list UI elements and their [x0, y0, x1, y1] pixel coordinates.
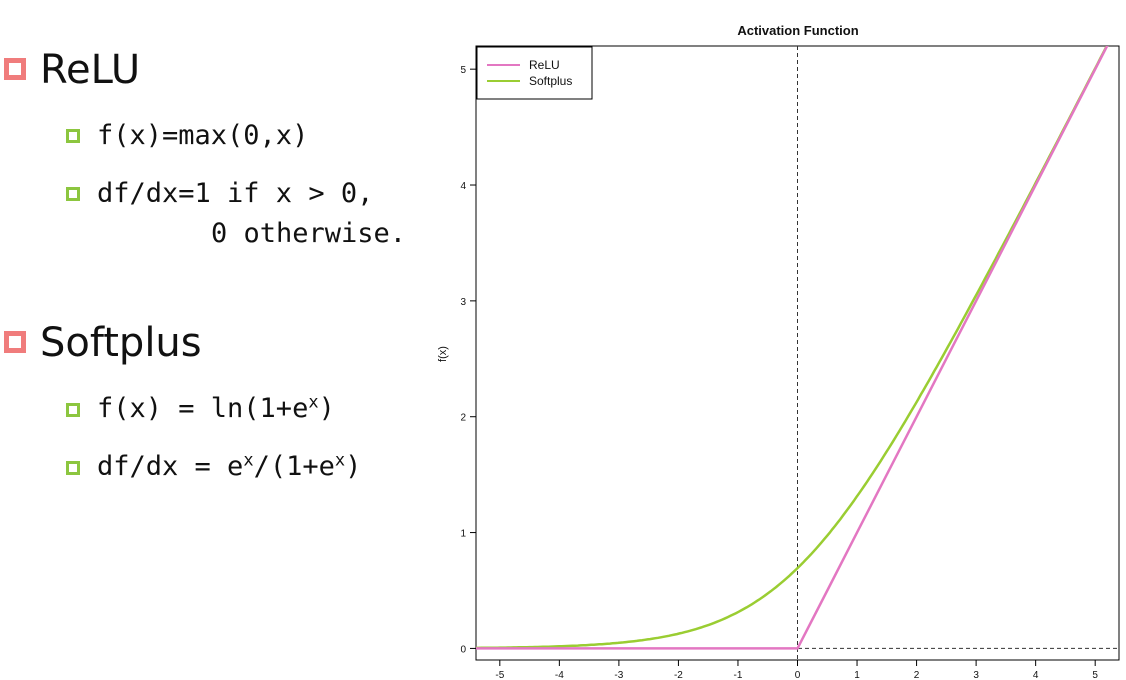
plot-content: -5 -4 -3 -2 -1 0 1 2 3 4 5 0 1 2 3 4 5 ReLU Softplus [460, 45, 1120, 680]
x-tick-label: 2 [914, 670, 920, 680]
y-tick-label: 4 [460, 181, 466, 192]
softplus-title: Softplus [40, 320, 202, 366]
legend-box [476, 46, 593, 100]
series-line-relu [476, 46, 1109, 650]
x-tick-label: 4 [1033, 670, 1039, 680]
softplus-derivative: df/dx = ex/(1+ex) [97, 450, 362, 482]
softplus-derivative-exponent-1: x [243, 450, 254, 471]
chart-title: Activation Function [737, 23, 858, 38]
relu-derivative-line2: 0 otherwise. [211, 218, 407, 249]
softplus-derivative-exponent-2: x [334, 450, 346, 471]
y-tick-label: 0 [460, 644, 466, 655]
softplus-formula-bullet-icon [66, 403, 80, 417]
y-tick-label: 1 [460, 529, 466, 540]
y-tick-label: 3 [460, 297, 466, 308]
relu-formula: f(x)=max(0,x) [97, 120, 309, 151]
y-tick-label: 2 [460, 413, 466, 424]
softplus-derivative-prefix: df/dx = e [97, 451, 244, 482]
softplus-derivative-mid: /(1+e [253, 451, 335, 482]
softplus-formula-exponent: x [308, 392, 319, 413]
relu-formula-bullet-icon [66, 129, 80, 143]
x-tick-label: -1 [734, 670, 743, 680]
x-tick-label: 5 [1092, 670, 1098, 680]
x-tick-label: 1 [854, 670, 860, 680]
y-axis-label: f(x) [437, 346, 449, 362]
x-tick-label: -4 [555, 670, 564, 680]
softplus-formula-prefix: f(x) = ln(1+e [97, 393, 309, 424]
x-tick-label: -2 [674, 670, 683, 680]
x-tick-label: -3 [614, 670, 623, 680]
y-tick-label: 5 [460, 65, 466, 76]
legend-label-relu: ReLU [529, 58, 560, 72]
softplus-bullet-icon [4, 331, 26, 353]
softplus-formula-suffix: ) [318, 393, 335, 424]
x-tick-label: 0 [795, 670, 801, 680]
x-tick-label: 3 [973, 670, 979, 680]
softplus-formula: f(x) = ln(1+ex) [97, 392, 335, 424]
softplus-derivative-suffix: ) [345, 451, 362, 482]
relu-derivative-bullet-icon [66, 187, 80, 201]
series-line-softplus [476, 46, 1109, 650]
legend-label-softplus: Softplus [529, 74, 572, 88]
softplus-derivative-bullet-icon [66, 461, 80, 475]
x-tick-label: -5 [495, 670, 504, 680]
relu-derivative-line1: df/dx=1 if x > 0, [97, 178, 374, 209]
relu-bullet-icon [4, 58, 26, 80]
relu-title: ReLU [40, 47, 141, 93]
